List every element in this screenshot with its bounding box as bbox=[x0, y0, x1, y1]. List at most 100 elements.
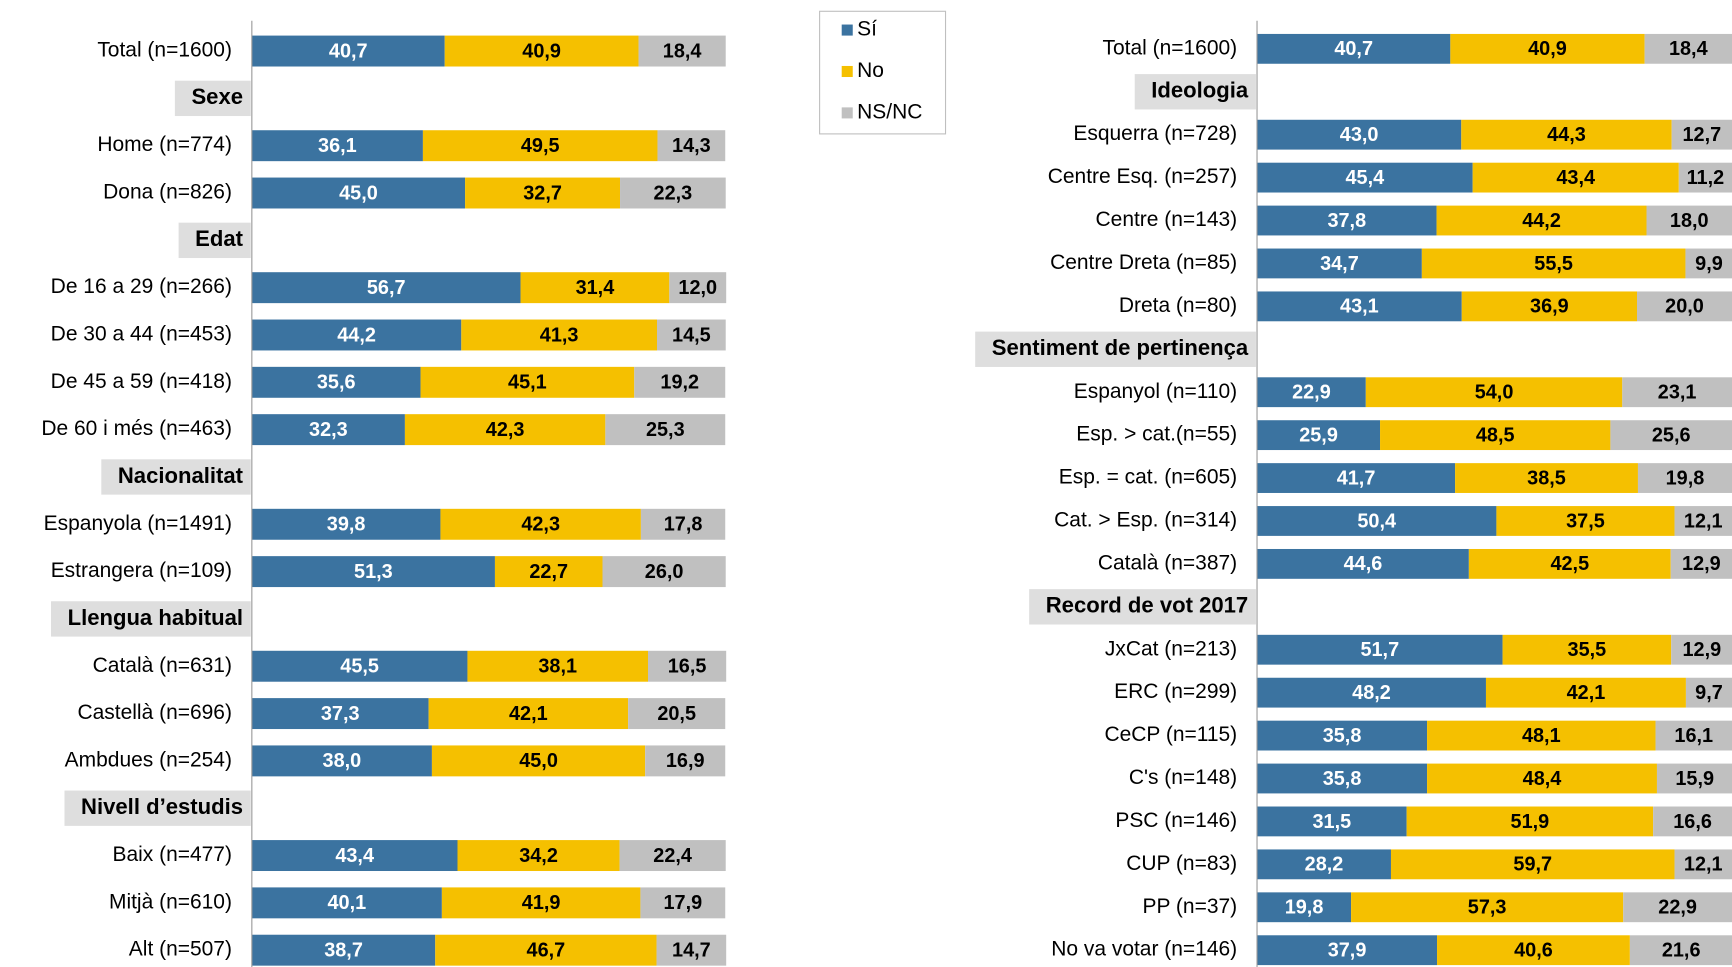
y-tick-label: Català (n=387) bbox=[1098, 551, 1237, 574]
data-label: 40,6 bbox=[1514, 940, 1553, 962]
data-label: 41,9 bbox=[522, 892, 561, 914]
bar-segment bbox=[251, 887, 442, 919]
data-label: 59,7 bbox=[1513, 854, 1552, 876]
bar-segment bbox=[431, 745, 646, 777]
data-label: 48,2 bbox=[1352, 682, 1391, 704]
bar-segment bbox=[1623, 892, 1732, 923]
bar-segment bbox=[1496, 506, 1675, 536]
y-tick-label: Espanyola (n=1491) bbox=[44, 512, 232, 535]
data-label: 37,9 bbox=[1328, 940, 1367, 962]
data-label: 22,4 bbox=[653, 845, 692, 867]
data-label: 48,5 bbox=[1476, 424, 1515, 446]
bar-segment bbox=[1685, 677, 1732, 708]
bar-segment bbox=[1257, 420, 1381, 451]
bar-segment bbox=[251, 366, 421, 398]
y-tick-label: Castellà (n=696) bbox=[78, 701, 232, 724]
bar-segment bbox=[1257, 849, 1391, 880]
bar-segment bbox=[1257, 205, 1437, 236]
y-tick-label: No va votar (n=146) bbox=[1051, 938, 1237, 961]
data-label: 9,7 bbox=[1695, 682, 1723, 704]
group-header-bg bbox=[64, 790, 251, 826]
data-label: 35,8 bbox=[1323, 768, 1362, 790]
data-label: 18,0 bbox=[1670, 210, 1709, 232]
y-tick-label: PSC (n=146) bbox=[1115, 809, 1237, 832]
bar-segment bbox=[640, 887, 726, 919]
y-tick-label: Espanyol (n=110) bbox=[1074, 380, 1237, 403]
data-label: 25,6 bbox=[1652, 424, 1691, 446]
data-label: 44,2 bbox=[337, 324, 376, 346]
bar-segment bbox=[1257, 548, 1469, 579]
legend-box bbox=[819, 10, 947, 135]
bar-segment bbox=[1685, 248, 1732, 279]
y-tick-label: Centre (n=143) bbox=[1096, 208, 1238, 231]
data-label: 54,0 bbox=[1475, 382, 1514, 404]
data-label: 12,7 bbox=[1682, 124, 1721, 146]
y-tick-label: Total (n=1600) bbox=[1103, 36, 1238, 59]
bar-segment bbox=[1421, 248, 1686, 279]
group-header: Nivell d’estudis bbox=[81, 794, 243, 819]
data-label: 12,1 bbox=[1684, 510, 1723, 532]
bar-segment bbox=[251, 698, 429, 730]
bar-segment bbox=[1655, 720, 1732, 751]
data-label: 42,5 bbox=[1550, 553, 1589, 575]
bar-segment bbox=[1644, 33, 1732, 64]
data-label: 36,9 bbox=[1530, 296, 1569, 318]
group-header-bg bbox=[975, 331, 1256, 367]
data-label: 43,4 bbox=[335, 845, 374, 867]
bar-segment bbox=[1257, 935, 1438, 966]
data-label: 38,7 bbox=[324, 940, 363, 962]
bar-segment bbox=[420, 366, 635, 398]
bar-segment bbox=[1674, 506, 1732, 536]
bar-segment bbox=[620, 177, 726, 209]
data-label: 41,3 bbox=[540, 324, 579, 346]
group-header: Edat bbox=[195, 226, 243, 251]
data-label: 45,4 bbox=[1346, 167, 1385, 189]
data-label: 35,8 bbox=[1323, 725, 1362, 747]
bar-segment bbox=[628, 698, 726, 730]
group-header: Record de vot 2017 bbox=[1046, 593, 1248, 618]
group-header-bg bbox=[1029, 589, 1256, 625]
y-tick-label: Centre Esq. (n=257) bbox=[1048, 165, 1237, 188]
y-tick-label: Esp. > cat.(n=55) bbox=[1076, 423, 1237, 446]
data-label: 16,1 bbox=[1674, 725, 1713, 747]
data-label: 57,3 bbox=[1468, 897, 1507, 919]
data-label: 48,1 bbox=[1522, 725, 1561, 747]
bar-segment bbox=[467, 650, 649, 682]
data-label: 40,7 bbox=[329, 40, 368, 62]
data-label: 12,1 bbox=[1684, 854, 1723, 876]
bar-segment bbox=[645, 745, 726, 777]
bar-segment bbox=[1406, 806, 1654, 837]
data-label: 22,7 bbox=[529, 561, 568, 583]
bar-segment bbox=[251, 840, 458, 872]
data-label: 42,1 bbox=[509, 703, 548, 725]
bar-segment bbox=[520, 272, 670, 304]
data-label: 38,1 bbox=[538, 656, 577, 678]
bar-segment bbox=[251, 414, 405, 446]
bar-segment bbox=[1502, 634, 1672, 665]
y-tick-label: Home (n=774) bbox=[97, 133, 232, 156]
data-label: 43,0 bbox=[1340, 124, 1379, 146]
bar-segment bbox=[1653, 806, 1732, 837]
data-label: 34,7 bbox=[1320, 253, 1359, 275]
bar-segment bbox=[1629, 935, 1732, 966]
y-tick-label: De 60 i més (n=463) bbox=[41, 417, 232, 440]
bar-segment bbox=[422, 130, 658, 162]
data-label: 26,0 bbox=[645, 561, 684, 583]
y-tick-label: Dona (n=826) bbox=[103, 181, 232, 204]
y-tick-label: JxCat (n=213) bbox=[1105, 637, 1237, 660]
bar-segment bbox=[656, 934, 727, 966]
data-label: 50,4 bbox=[1357, 510, 1396, 532]
data-label: 20,0 bbox=[1665, 296, 1704, 318]
y-tick-label: De 16 a 29 (n=266) bbox=[51, 275, 232, 298]
data-label: 56,7 bbox=[367, 277, 406, 299]
data-label: 32,7 bbox=[523, 182, 562, 204]
data-label: 43,4 bbox=[1556, 167, 1595, 189]
bar-segment bbox=[251, 319, 462, 351]
legend-swatch bbox=[841, 107, 853, 119]
data-label: 45,0 bbox=[339, 182, 378, 204]
data-label: 14,7 bbox=[672, 940, 711, 962]
data-label: 34,2 bbox=[519, 845, 558, 867]
data-label: 38,5 bbox=[1527, 467, 1566, 489]
data-label: 49,5 bbox=[521, 135, 560, 157]
